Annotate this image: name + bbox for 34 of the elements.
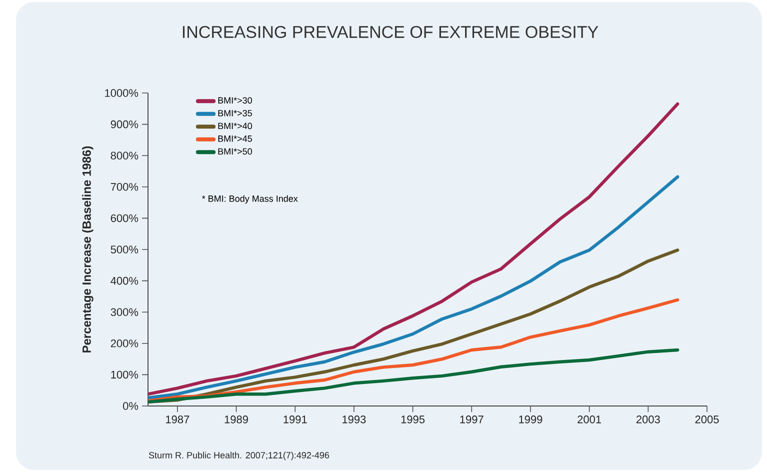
legend-label: BMI*>50 <box>218 148 252 155</box>
x-tick-label: 1997 <box>460 416 484 424</box>
legend-label: BMI*>30 <box>218 97 252 104</box>
annotation: * BMI: Body Mass Index <box>202 195 298 204</box>
x-tick-label: 1989 <box>224 416 248 424</box>
x-tick-label: 2001 <box>578 416 602 424</box>
legend-label: BMI*>35 <box>218 110 252 116</box>
legend-label: BMI*>45 <box>218 136 252 142</box>
x-tick-label: 1993 <box>342 416 366 424</box>
y-tick-label: 100% <box>111 370 138 379</box>
y-tick-label: 200% <box>110 340 138 348</box>
y-tick-label: 1000% <box>105 89 138 97</box>
x-tick-label: 1991 <box>284 416 307 424</box>
line-series <box>148 348 680 404</box>
line-series <box>148 175 680 400</box>
y-tick-label: 300% <box>110 308 138 316</box>
y-tick-label: 500% <box>110 246 138 254</box>
x-tick-label: 2005 <box>695 416 719 424</box>
legend-label: BMI*>40 <box>218 122 252 130</box>
y-tick-label: 600% <box>110 214 138 222</box>
line-series <box>148 102 680 396</box>
y-tick-label: 900% <box>110 120 138 128</box>
text: Sturm R. Public Health. 2007;121(7):492-496 <box>148 452 330 460</box>
x-tick-label: 1999 <box>519 416 542 424</box>
x-tick-label: 2003 <box>636 416 660 424</box>
y-tick-label: 0% <box>123 402 138 410</box>
x-tick-label: 1987 <box>166 416 190 424</box>
y-axis-title: Percentage Increase (Baseline 1986) <box>82 146 94 352</box>
y-tick-label: 700% <box>110 183 138 191</box>
y-tick-label: 800% <box>110 152 138 160</box>
x-tick-label: 1995 <box>401 416 425 424</box>
y-tick-label: 400% <box>110 276 138 285</box>
line-series <box>148 298 680 403</box>
chart-title: INCREASING PREVALENCE OF EXTREME OBESITY <box>182 26 598 38</box>
